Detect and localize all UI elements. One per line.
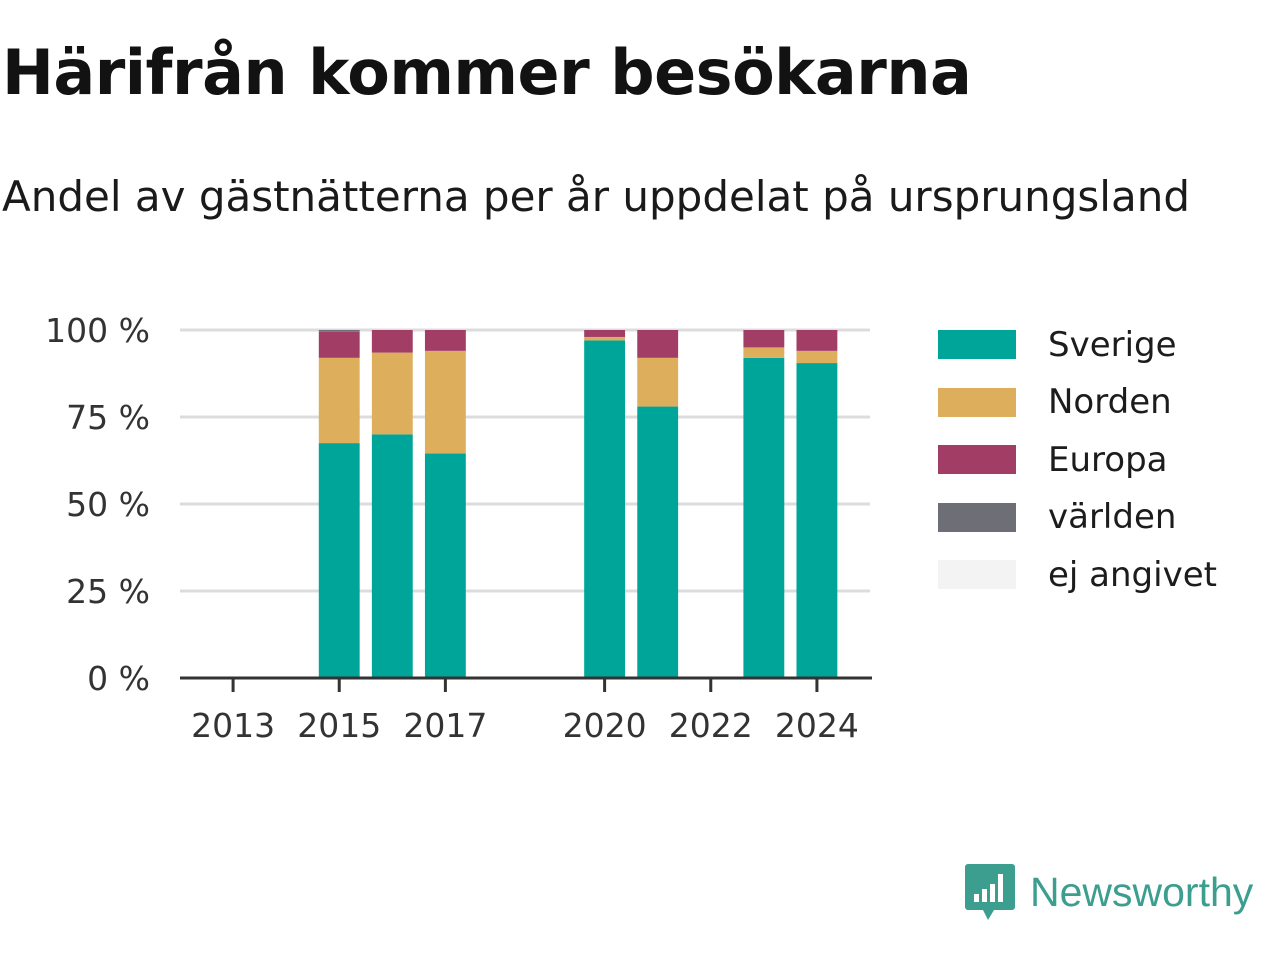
bar-segment [584,336,626,341]
bar-segment [318,331,360,358]
bar-segment [743,347,785,358]
bar-segment [796,330,838,351]
newsworthy-logo-icon [965,864,1015,920]
bar-segment [637,357,679,407]
legend-swatch [938,502,1016,532]
stacked-bar-chart: 0 % 25 % 50 % 75 % 100 % 2013 2015 2017 2020 2022… [45,311,872,745]
bar-segment [318,357,360,444]
brand-name: Newsworthy [1030,868,1254,915]
bar-segment [371,352,413,435]
bar-segment [637,406,679,678]
brand-logo: Newsworthy [964,862,1253,922]
legend-label: ej angivet [1048,554,1217,595]
bar-segment [318,443,360,678]
bar-segment [796,350,838,364]
bar-segment [796,363,838,678]
y-tick-label: 50 % [66,485,150,524]
legend: Sverige Norden Europa världen ej angivet [938,316,1217,604]
legend-label: världen [1048,497,1177,538]
axes: 0 % 25 % 50 % 75 % 100 % 2013 2015 2017 2020 2022… [45,311,872,745]
legend-item: Sverige [938,316,1217,374]
legend-item: världen [938,489,1217,547]
legend-swatch [938,387,1016,417]
bar-segment [318,330,360,332]
bar-segment [584,340,626,678]
bar-segment [424,330,466,351]
chart-title: Härifrån kommer besökarna [2,36,972,109]
x-tick-label: 2015 [297,706,381,745]
bar-segment [371,330,413,353]
bars [318,330,838,678]
bar-segment [743,357,785,678]
y-tick-label: 0 % [87,659,150,698]
legend-label: Sverige [1048,324,1177,365]
bar-segment [637,330,679,358]
legend-label: Europa [1048,439,1168,480]
legend-swatch [938,330,1016,360]
bar-segment [371,434,413,678]
legend-swatch [938,445,1016,475]
x-tick-label: 2020 [563,706,647,745]
legend-swatch [938,560,1016,590]
legend-item: ej angivet [938,546,1217,604]
y-tick-label: 100 % [45,311,150,350]
chart-subtitle: Andel av gästnätterna per år uppdelat på… [2,172,1190,221]
x-tick-label: 2013 [191,706,275,745]
y-tick-label: 25 % [66,572,150,611]
legend-label: Norden [1048,382,1172,423]
x-tick-label: 2022 [669,706,753,745]
bar-segment [424,350,466,454]
legend-item: Europa [938,431,1217,489]
bar-segment [743,330,785,348]
x-tick-label: 2024 [775,706,859,745]
bar-segment [584,330,626,337]
y-tick-label: 75 % [66,398,150,437]
bar-segment [424,453,466,678]
legend-item: Norden [938,374,1217,432]
x-tick-label: 2017 [403,706,487,745]
